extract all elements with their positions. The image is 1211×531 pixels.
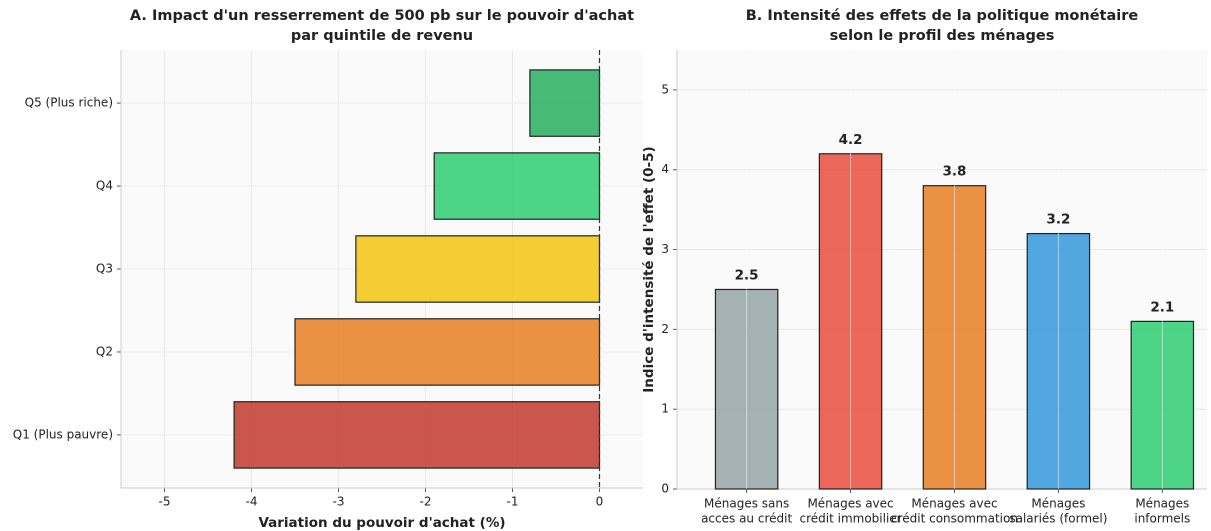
y-axis-label: Indice d'intensité de l'effet (0-5) xyxy=(641,146,657,392)
y-tick-label: Q2 xyxy=(96,344,113,358)
bar xyxy=(294,318,601,386)
bar xyxy=(433,152,601,220)
x-tick-label: Ménages xyxy=(1031,497,1085,511)
y-tick-label: Q4 xyxy=(96,179,113,193)
x-tick-label: crédit immobilier xyxy=(799,512,901,526)
value-label: 3.2 xyxy=(1046,212,1070,228)
y-tick-label: 1 xyxy=(661,402,669,416)
y-tick-label: 4 xyxy=(661,162,669,176)
x-tick-label: acces au crédit xyxy=(701,512,792,526)
bar xyxy=(529,69,601,137)
x-tick-label: -4 xyxy=(246,495,258,509)
y-tick-label: Q3 xyxy=(96,262,113,276)
x-tick-label: 0 xyxy=(596,495,604,509)
chart-title: par quintile de revenu xyxy=(291,28,473,44)
x-tick-label: salariés (formel) xyxy=(1009,512,1107,526)
value-label: 2.1 xyxy=(1150,299,1174,315)
value-label: 4.2 xyxy=(839,132,863,148)
x-axis-label: Variation du pouvoir d'achat (%) xyxy=(258,515,505,531)
chart-title: selon le profil des ménages xyxy=(830,28,1055,44)
y-tick-label: 0 xyxy=(661,482,669,496)
bar xyxy=(233,401,601,469)
chart-title: A. Impact d'un resserrement de 500 pb su… xyxy=(130,8,634,24)
x-tick-label: -2 xyxy=(420,495,432,509)
value-label: 3.8 xyxy=(943,164,967,180)
x-tick-label: -1 xyxy=(507,495,519,509)
y-tick-label: Q1 (Plus pauvre) xyxy=(13,427,113,441)
x-tick-label: Ménages sans xyxy=(704,497,789,511)
y-tick-label: 5 xyxy=(661,82,669,96)
bar xyxy=(355,235,601,303)
x-tick-label: informels xyxy=(1134,512,1190,526)
y-tick-label: 3 xyxy=(661,242,669,256)
x-tick-label: -5 xyxy=(159,495,171,509)
y-tick-label: 2 xyxy=(661,322,669,336)
x-tick-label: crédit consommation xyxy=(891,512,1018,526)
x-tick-label: -3 xyxy=(333,495,345,509)
x-tick-label: Ménages xyxy=(1135,497,1189,511)
y-tick-label: Q5 (Plus riche) xyxy=(25,96,113,110)
x-tick-label: Ménages avec xyxy=(911,497,997,511)
value-label: 2.5 xyxy=(735,267,759,283)
x-tick-label: Ménages avec xyxy=(807,497,893,511)
chart-title: B. Intensité des effets de la politique … xyxy=(746,8,1139,24)
